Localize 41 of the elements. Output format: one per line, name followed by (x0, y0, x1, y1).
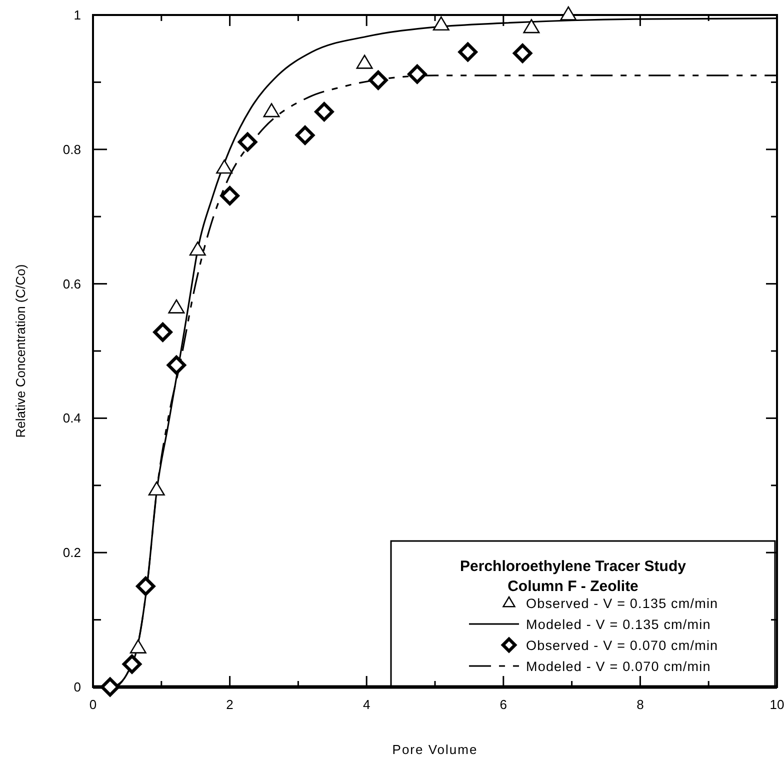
y-tick-label: 0.4 (62, 410, 81, 426)
point (314, 102, 334, 122)
x-tick-label: 0 (89, 697, 97, 712)
point (148, 481, 165, 496)
point (100, 677, 120, 697)
legend-label: Observed - V = 0.135 cm/min (526, 596, 718, 611)
legend-label: Observed - V = 0.070 cm/min (526, 638, 718, 653)
legend-label: Modeled - V = 0.135 cm/min (526, 617, 711, 632)
point (168, 299, 185, 314)
point (263, 103, 280, 118)
x-tick-label: 8 (636, 697, 644, 712)
point (523, 19, 540, 34)
x-tick-label: 2 (226, 697, 234, 712)
point (458, 42, 478, 62)
x-tick-label: 10 (770, 697, 784, 712)
y-tick-label: 0 (74, 680, 81, 694)
point (408, 64, 427, 84)
point (560, 6, 577, 20)
legend-label: Modeled - V = 0.070 cm/min (526, 659, 711, 674)
y-tick-label: 0.2 (62, 545, 81, 560)
point (368, 70, 388, 90)
point (166, 356, 186, 375)
point (512, 44, 532, 63)
point (216, 160, 233, 174)
y-tick-label: 1 (74, 8, 81, 22)
point (189, 242, 206, 256)
x-tick-label: 4 (362, 697, 370, 712)
x-axis-title: Pore Volume (392, 742, 478, 757)
y-tick-label: 0.8 (62, 142, 81, 157)
legend-title: Perchloroethylene Tracer Study Column F - Zeolite (460, 558, 687, 595)
y-tick-label: 0.6 (62, 276, 81, 292)
x-tick-label: 6 (500, 697, 508, 712)
point (356, 54, 373, 69)
point (122, 654, 142, 674)
y-axis-title: Relative Concentration (C/Co) (13, 264, 28, 438)
point (136, 576, 156, 596)
point (295, 126, 315, 145)
point (220, 186, 240, 206)
point (432, 16, 450, 31)
point (238, 132, 258, 152)
point (153, 322, 172, 342)
